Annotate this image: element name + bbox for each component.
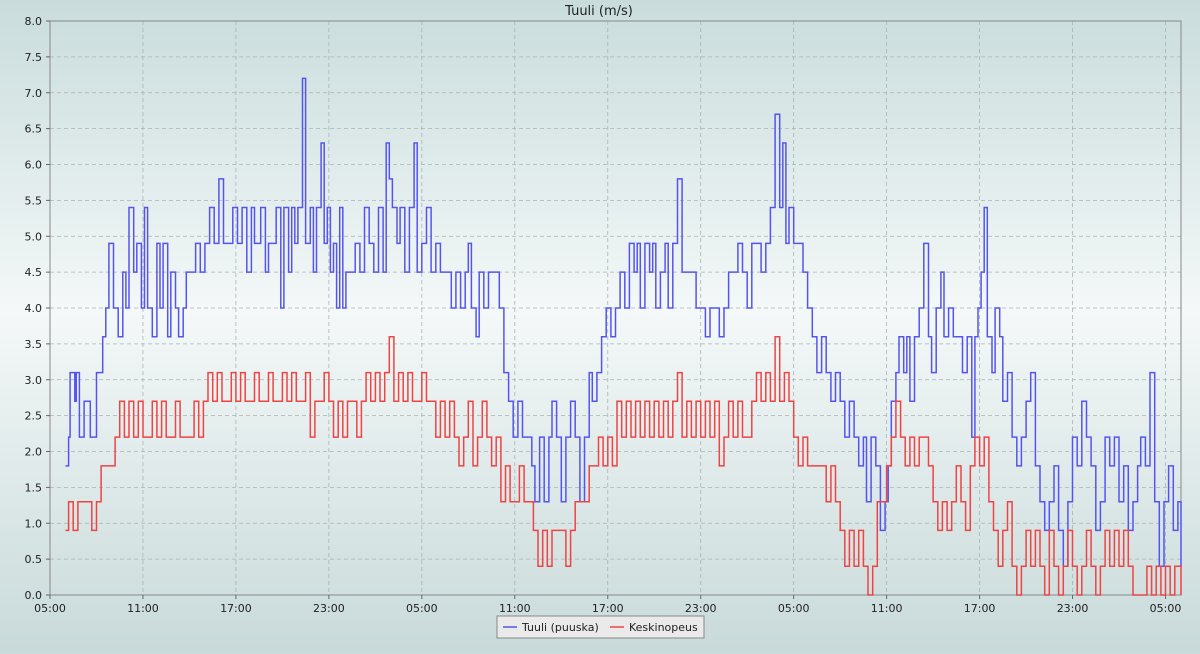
- y-tick-label: 4.0: [25, 302, 43, 315]
- x-tick-label: 23:00: [313, 602, 345, 615]
- x-tick-label: 17:00: [592, 602, 624, 615]
- y-tick-label: 0.0: [25, 589, 43, 602]
- chart-title: Tuuli (m/s): [564, 4, 633, 19]
- legend-label-mean: Keskinopeus: [629, 621, 698, 634]
- x-tick-label: 05:00: [778, 602, 810, 615]
- y-tick-label: 5.0: [25, 230, 43, 243]
- x-tick-label: 05:00: [34, 602, 66, 615]
- y-tick-label: 3.5: [25, 338, 43, 351]
- series-layer: [65, 77, 1182, 596]
- x-tick-label: 11:00: [127, 602, 159, 615]
- y-tick-label: 7.5: [25, 51, 43, 64]
- x-tick-label: 23:00: [685, 602, 717, 615]
- series-line-mean: [65, 335, 1182, 596]
- y-tick-label: 2.0: [25, 446, 43, 459]
- y-tick-label: 4.5: [25, 266, 43, 279]
- y-tick-label: 6.0: [25, 159, 43, 172]
- y-tick-label: 5.5: [25, 194, 43, 207]
- y-tick-label: 7.0: [25, 87, 43, 100]
- x-tick-label: 23:00: [1057, 602, 1089, 615]
- x-tick-label: 05:00: [1150, 602, 1182, 615]
- x-tick-label: 11:00: [499, 602, 531, 615]
- y-tick-label: 2.5: [25, 410, 43, 423]
- x-tick-label: 17:00: [220, 602, 252, 615]
- x-tick-label: 05:00: [406, 602, 438, 615]
- y-tick-label: 0.5: [25, 553, 43, 566]
- y-tick-label: 1.0: [25, 517, 43, 530]
- y-tick-label: 1.5: [25, 481, 43, 494]
- legend-label-gust: Tuuli (puuska): [521, 621, 599, 634]
- legend-box: [496, 615, 705, 639]
- y-tick-label: 8.0: [25, 15, 43, 28]
- x-tick-label: 17:00: [964, 602, 996, 615]
- y-tick-label: 3.0: [25, 374, 43, 387]
- series-line-gust: [65, 77, 1182, 568]
- y-tick-label: 6.5: [25, 123, 43, 136]
- legend: Tuuli (puuska) Keskinopeus: [496, 615, 705, 639]
- axes-layer: 0.0 0.5 1.0 1.5 2.0 2.5 3.0 3.5 4.0 4.5 5.0 5.5 6.0 6…: [25, 15, 1182, 615]
- x-tick-label: 11:00: [871, 602, 903, 615]
